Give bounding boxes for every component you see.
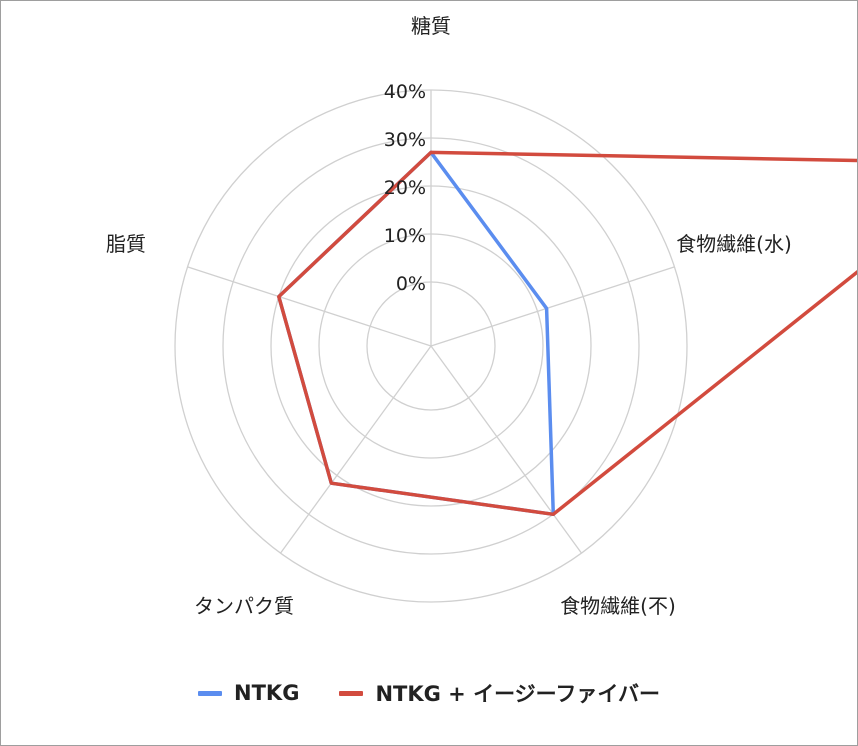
category-label: 食物繊維(水): [676, 232, 792, 256]
grid-spoke-1: [430, 266, 675, 347]
category-label: 糖質: [411, 14, 451, 38]
category-label: 脂質: [106, 232, 146, 256]
grid-spoke-4: [187, 266, 432, 347]
grid-spoke-2: [430, 345, 582, 554]
radial-ticks: 0% 10% 20% 30% 40%: [384, 81, 426, 295]
legend: NTKG NTKG + イージーファイバー: [1, 673, 857, 713]
category-label: 食物繊維(不): [560, 594, 676, 618]
category-label: タンパク質: [194, 594, 294, 618]
grid-spoke-3: [280, 345, 432, 554]
legend-label-ntkg: NTKG: [234, 681, 300, 705]
legend-item-ntkg-easy-fiber[interactable]: NTKG + イージーファイバー: [339, 678, 660, 708]
legend-item-ntkg[interactable]: NTKG: [198, 681, 299, 705]
radar-grid: [174, 89, 688, 603]
radial-tick-label: 20%: [384, 177, 426, 199]
legend-swatch-ntkg-easy-fiber: [339, 690, 364, 696]
radial-tick-label: 40%: [384, 81, 426, 103]
radar-series: [277, 150, 857, 517]
legend-label-ntkg-easy-fiber: NTKG + イージーファイバー: [375, 682, 660, 706]
radial-tick-label: 0%: [396, 273, 426, 295]
series-line-1[interactable]: [277, 150, 857, 517]
radial-tick-label: 30%: [384, 129, 426, 151]
radial-tick-label: 10%: [384, 225, 426, 247]
legend-swatch-ntkg: [198, 690, 223, 696]
